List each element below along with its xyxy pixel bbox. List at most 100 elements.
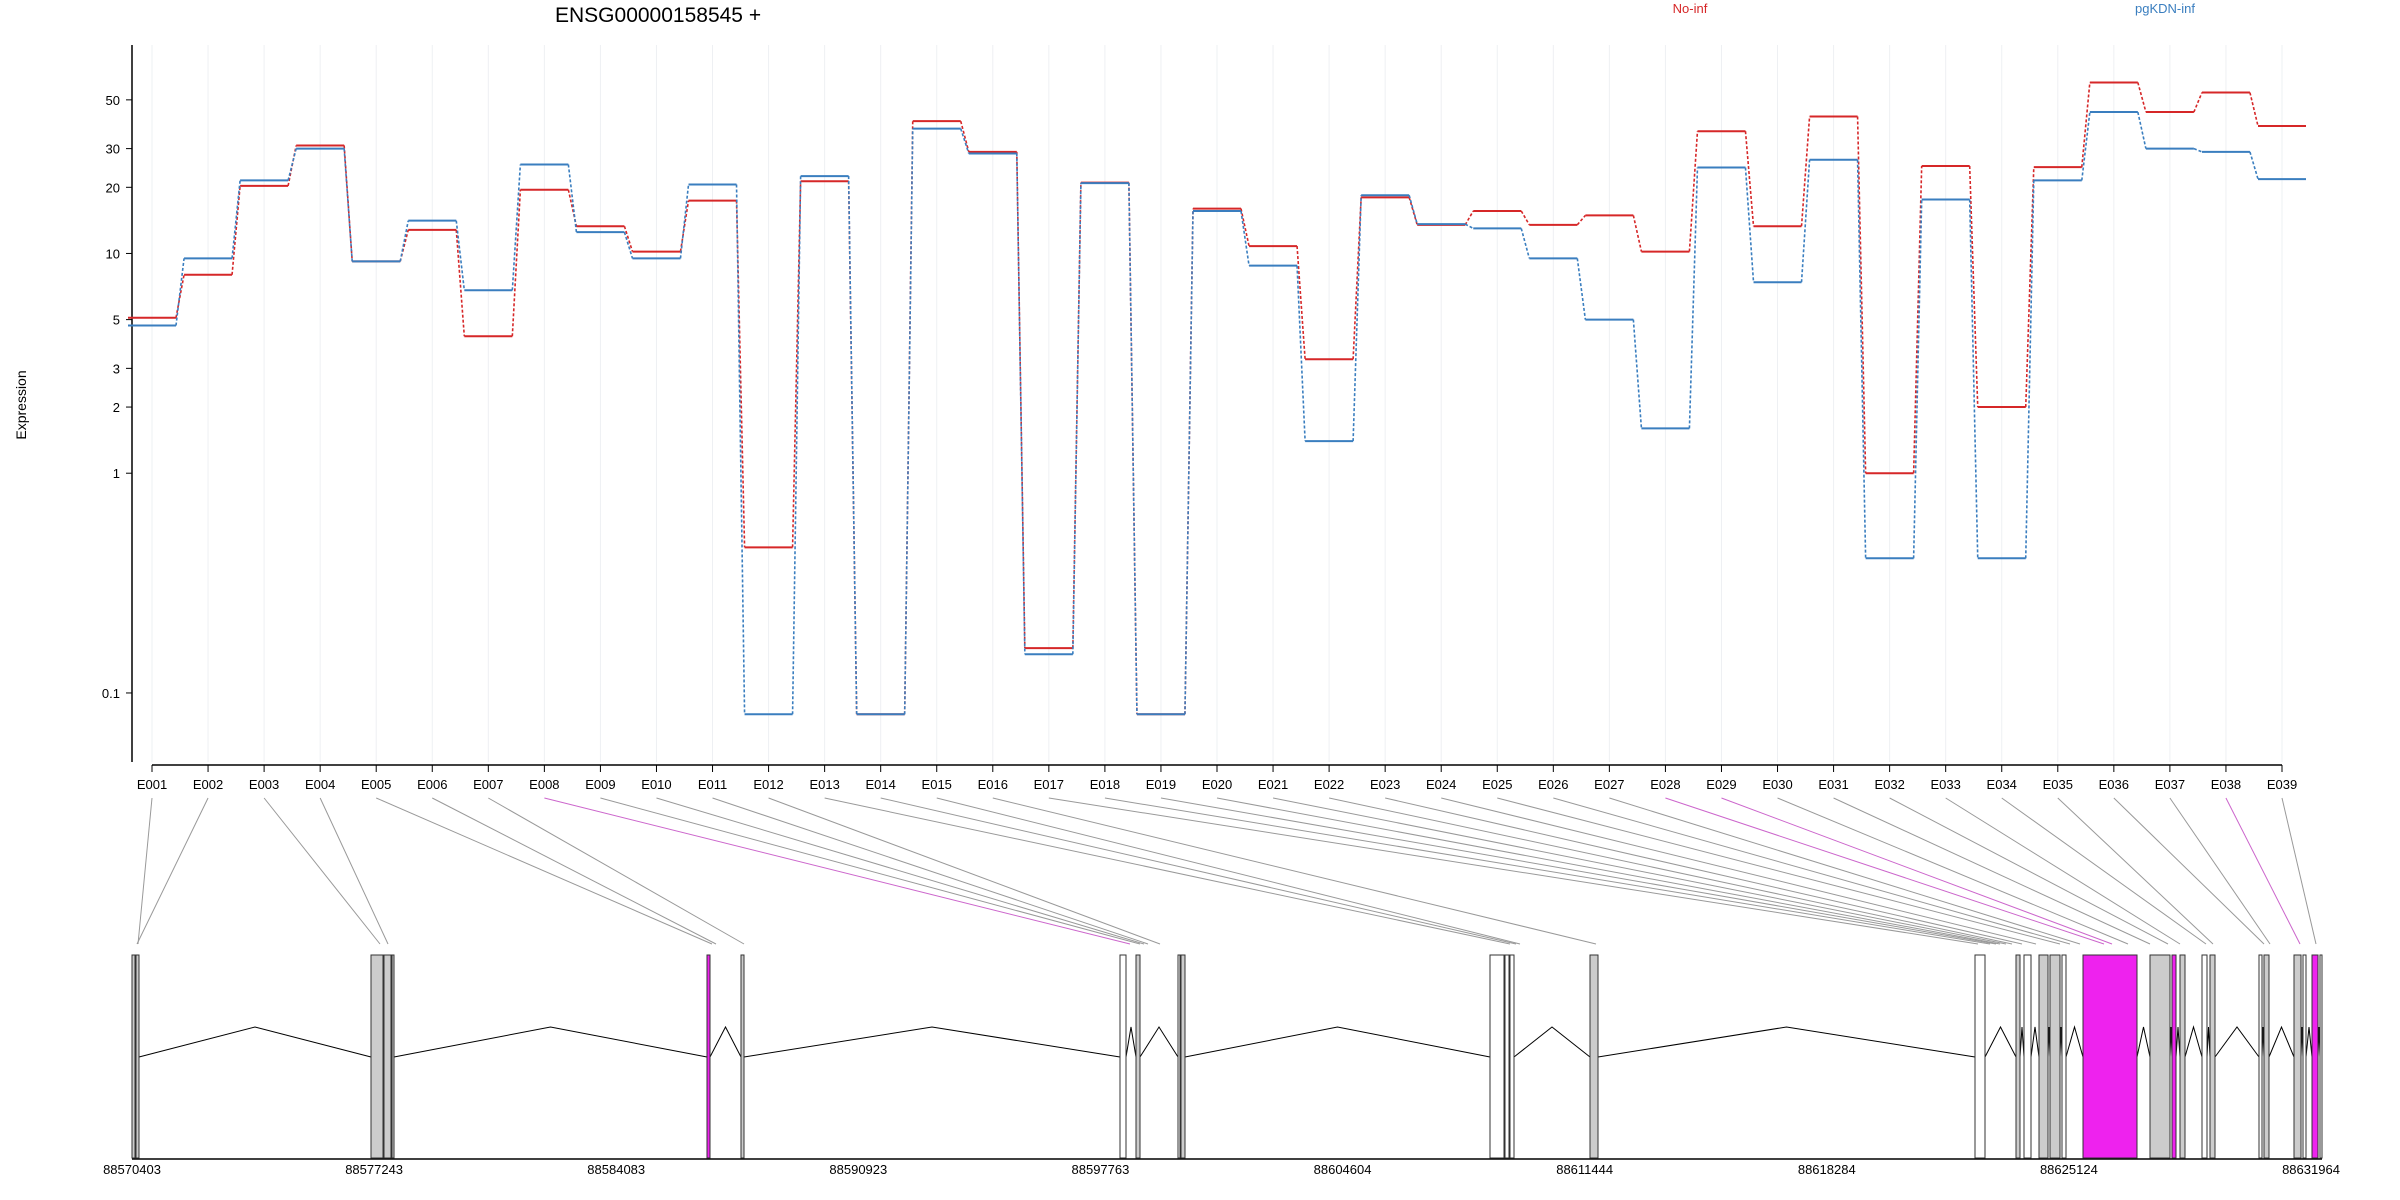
y-axis-label: Expression <box>13 370 29 439</box>
exon-box <box>2258 954 2263 1159</box>
x-tick-label-e015: E015 <box>922 777 952 792</box>
connector-e039 <box>2281 797 2317 945</box>
transition-no-inf <box>175 274 185 318</box>
exon-box <box>135 954 140 1159</box>
transition-pgkdn-inf <box>903 128 914 715</box>
transition-no-inf <box>455 229 466 337</box>
intron <box>2268 1025 2295 1058</box>
x-tick-label-e019: E019 <box>1146 777 1176 792</box>
transition-pgkdn-inf <box>1015 153 1026 655</box>
connector-e006 <box>432 797 717 945</box>
transition-no-inf <box>959 120 970 153</box>
exon-box <box>706 954 711 1159</box>
transition-pgkdn-inf <box>1072 183 1082 655</box>
connector-e010 <box>656 797 1145 945</box>
intron <box>1139 1026 1179 1058</box>
exon-box <box>2179 954 2186 1159</box>
axes: 0.1 1 2 3 5 10 20 30 50 <box>102 45 2282 766</box>
transition-pgkdn-inf <box>791 176 802 715</box>
connector-e019 <box>1160 797 1997 945</box>
connector-e020 <box>1216 797 2001 945</box>
transition-no-inf <box>1688 131 1699 252</box>
y-tick-label: 1 <box>113 466 120 481</box>
series-pgkdn-inf <box>128 111 2306 716</box>
transition-no-inf <box>2080 82 2091 168</box>
exon-box <box>2038 954 2049 1159</box>
intron <box>2305 1026 2313 1058</box>
transition-pgkdn-inf <box>511 164 522 291</box>
x-tick-label-e025: E025 <box>1482 777 1512 792</box>
coordinate-label: 88590923 <box>829 1162 887 1177</box>
transition-pgkdn-inf <box>567 164 578 233</box>
connector-e017 <box>1048 797 1979 945</box>
connector-e037 <box>2169 797 2271 945</box>
connector-e028 <box>1665 797 2105 945</box>
connector-e005 <box>376 797 713 945</box>
transition-no-inf <box>1520 210 1531 226</box>
x-tick-label-e018: E018 <box>1090 777 1120 792</box>
transition-pgkdn-inf <box>1632 319 1643 429</box>
exon-box <box>2082 954 2138 1159</box>
intron <box>1597 1026 1976 1058</box>
y-tick-label: 3 <box>113 361 120 376</box>
transition-pgkdn-inf <box>1856 159 1867 559</box>
exon-box <box>1489 954 1505 1159</box>
exon-box <box>2049 954 2061 1159</box>
exon-box <box>2149 954 2171 1159</box>
connector-e031 <box>1833 797 2151 945</box>
connector-e030 <box>1777 797 2129 945</box>
connector-e033 <box>1945 797 2181 945</box>
intron <box>709 1025 742 1058</box>
x-tick-label-e006: E006 <box>417 777 447 792</box>
intron <box>1184 1026 1491 1058</box>
x-tick-label-e033: E033 <box>1930 777 1960 792</box>
transition-no-inf <box>2193 92 2203 113</box>
x-tick-label-e031: E031 <box>1818 777 1848 792</box>
chart-title: ENSG00000158545 + <box>555 4 761 27</box>
transition-no-inf <box>1632 215 1643 252</box>
intron <box>2136 1026 2151 1058</box>
intron <box>1513 1026 1591 1058</box>
transition-pgkdn-inf <box>1912 199 1923 559</box>
transition-pgkdn-inf <box>231 180 241 259</box>
legend-pgkdn-inf: pgKDN-inf <box>2135 1 2195 16</box>
transition-pgkdn-inf <box>175 258 185 326</box>
connector-e034 <box>2001 797 2207 945</box>
x-tick-label-e004: E004 <box>305 777 335 792</box>
x-tick-label-e008: E008 <box>529 777 559 792</box>
exon-box <box>1119 954 1127 1159</box>
connector-e035 <box>2057 797 2214 945</box>
transition-no-inf <box>1800 116 1811 227</box>
connector-e009 <box>600 797 1141 945</box>
transition-no-inf <box>2137 82 2147 113</box>
intron <box>743 1026 1121 1058</box>
exon-box <box>383 954 392 1159</box>
exon-box <box>131 954 136 1159</box>
transition-no-inf <box>343 145 354 262</box>
transition-pgkdn-inf <box>399 220 410 262</box>
transition-pgkdn-inf <box>343 148 354 262</box>
transition-no-inf <box>399 229 410 262</box>
transition-no-inf <box>231 185 241 275</box>
exon-box <box>2209 954 2216 1159</box>
coordinate-label: 88631964 <box>2282 1162 2340 1177</box>
transition-pgkdn-inf <box>623 231 634 259</box>
exon-box <box>1180 954 1186 1159</box>
coordinate-label: 88570403 <box>103 1162 161 1177</box>
y-tick-label: 30 <box>106 142 120 157</box>
transition-no-inf <box>2249 92 2259 127</box>
transition-no-inf <box>1912 165 1923 474</box>
intron <box>2175 1026 2181 1058</box>
connector-e013 <box>824 797 1511 945</box>
connector-e021 <box>1272 797 2007 945</box>
coordinate-label: 88611444 <box>1556 1162 1613 1177</box>
connector-e018 <box>1104 797 1991 945</box>
transition-pgkdn-inf <box>1240 210 1250 266</box>
exon-box <box>370 954 384 1159</box>
exon-box <box>2015 954 2021 1159</box>
series-lines <box>128 81 2306 716</box>
transition-pgkdn-inf <box>847 176 858 715</box>
exon-connectors <box>136 797 2317 945</box>
connector-e036 <box>2113 797 2265 945</box>
connector-e004 <box>319 797 389 945</box>
